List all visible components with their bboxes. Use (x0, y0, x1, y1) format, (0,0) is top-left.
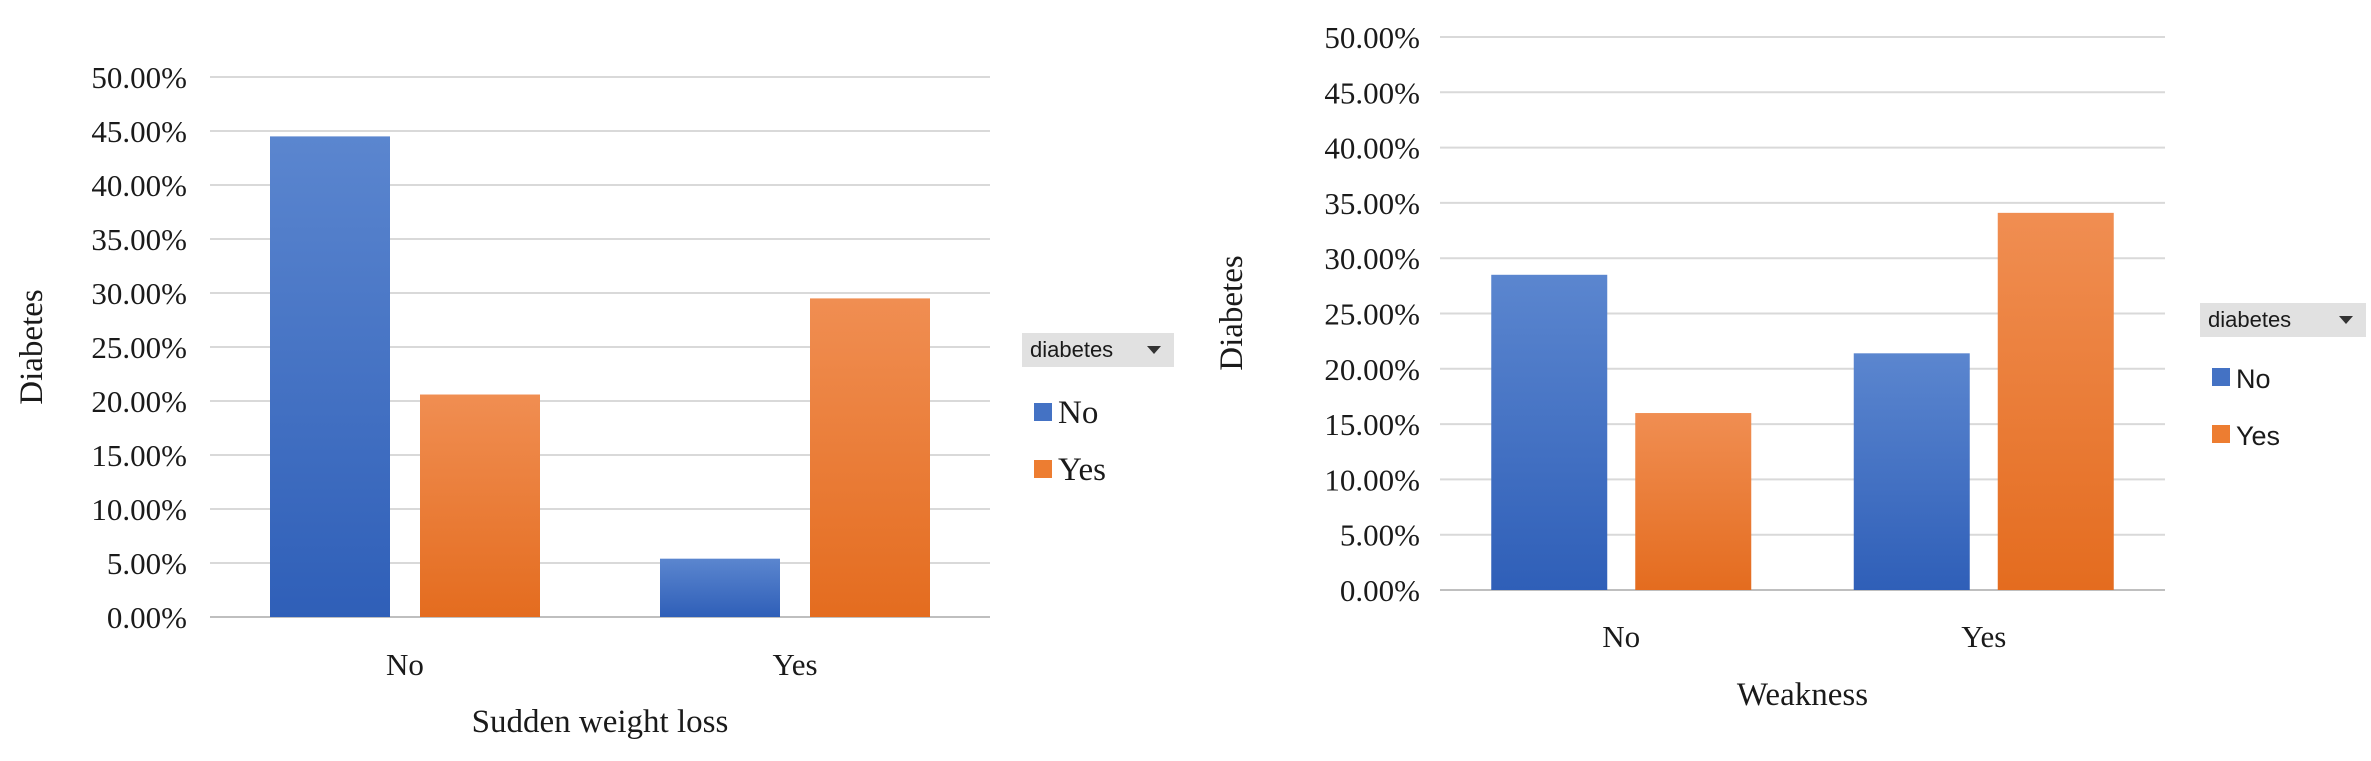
dropdown-arrow-icon (1147, 346, 1161, 354)
bar-yes-yes (1997, 212, 2114, 590)
bar-yes-no (660, 558, 780, 617)
legend-header (1022, 333, 1174, 367)
legend-swatch-yes (1034, 460, 1052, 478)
bar-no-yes (420, 394, 540, 617)
legend-swatch-no (2212, 368, 2230, 386)
y-tick-label: 10.00% (91, 492, 187, 527)
x-category-label: No (386, 647, 424, 682)
y-axis-title: Diabetes (14, 289, 50, 404)
y-tick-label: 20.00% (1324, 352, 1420, 387)
y-tick-label: 5.00% (107, 546, 187, 581)
y-tick-label: 50.00% (1324, 20, 1420, 55)
legend-label-no: No (1058, 395, 1098, 431)
legend-header (2200, 303, 2366, 337)
y-tick-label: 10.00% (1324, 462, 1420, 497)
chart-weakness: 0.00% 5.00% 10.00% 15.00% 20.00% 25.00% 30.00%… (1214, 20, 2366, 713)
y-tick-label: 35.00% (1324, 186, 1420, 221)
legend-label-yes: Yes (2236, 421, 2280, 451)
legend-filter-button[interactable]: diabetes (2200, 303, 2366, 337)
y-tick-label: 25.00% (1324, 297, 1420, 332)
y-tick-label: 30.00% (1324, 241, 1420, 276)
y-tick-label: 40.00% (1324, 131, 1420, 166)
y-tick-label: 5.00% (1340, 518, 1420, 553)
y-tick-label: 35.00% (91, 222, 187, 257)
bar-no-no (1491, 274, 1608, 590)
y-axis-title: Diabetes (1214, 255, 1250, 370)
legend-swatch-yes (2212, 425, 2230, 443)
legend: diabetes No Yes (1022, 333, 1174, 488)
legend-label-no: No (2236, 364, 2271, 394)
legend-title: diabetes (2208, 307, 2291, 332)
dropdown-arrow-icon (2339, 316, 2353, 324)
y-tick-label: 20.00% (91, 384, 187, 419)
y-tick-label: 15.00% (91, 438, 187, 473)
y-tick-label: 45.00% (91, 114, 187, 149)
legend-label-yes: Yes (1058, 452, 1106, 488)
y-tick-label: 25.00% (91, 330, 187, 365)
x-category-label: No (1602, 619, 1640, 654)
legend: diabetes No Yes (2200, 303, 2366, 451)
bar-yes-no (1853, 353, 1970, 590)
x-category-label: Yes (1961, 619, 2006, 654)
bar-yes-yes (810, 298, 930, 617)
legend-title: diabetes (1030, 337, 1113, 362)
bar-no-no (270, 136, 390, 617)
y-tick-label: 40.00% (91, 168, 187, 203)
y-tick-label: 15.00% (1324, 407, 1420, 442)
y-tick-label: 0.00% (1340, 573, 1420, 608)
legend-swatch-no (1034, 403, 1052, 421)
chart-sudden-weight-loss: 0.00% 5.00% 10.00% 15.00% 20.00% 25.00% 30.00%… (14, 60, 1174, 740)
bar-no-yes (1635, 413, 1752, 590)
y-tick-label: 50.00% (91, 60, 187, 95)
x-axis-title: Weakness (1737, 677, 1868, 713)
y-tick-label: 0.00% (107, 600, 187, 635)
y-tick-label: 45.00% (1324, 75, 1420, 110)
x-category-label: Yes (772, 647, 817, 682)
y-tick-label: 30.00% (91, 276, 187, 311)
x-axis-title: Sudden weight loss (472, 704, 729, 740)
legend-filter-button[interactable]: diabetes (1022, 333, 1174, 367)
